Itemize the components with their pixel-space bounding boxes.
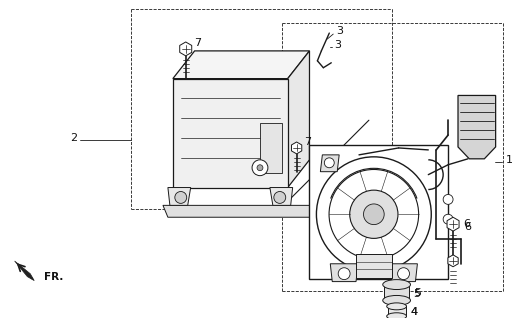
Polygon shape bbox=[270, 188, 293, 205]
Bar bbox=[356, 254, 392, 278]
Ellipse shape bbox=[383, 280, 411, 290]
Circle shape bbox=[350, 190, 398, 238]
Text: 4: 4 bbox=[411, 307, 417, 317]
Text: 2: 2 bbox=[70, 133, 77, 143]
Bar bbox=[388, 306, 406, 316]
Circle shape bbox=[257, 165, 263, 171]
Text: 6: 6 bbox=[464, 222, 471, 232]
Text: 7: 7 bbox=[304, 137, 312, 147]
Circle shape bbox=[274, 191, 286, 204]
Circle shape bbox=[325, 158, 334, 168]
Bar bbox=[384, 284, 410, 300]
Text: 4: 4 bbox=[411, 307, 417, 317]
Polygon shape bbox=[447, 217, 459, 231]
Circle shape bbox=[363, 204, 384, 225]
Polygon shape bbox=[292, 142, 302, 154]
Circle shape bbox=[175, 191, 187, 204]
Polygon shape bbox=[163, 205, 322, 217]
Polygon shape bbox=[320, 155, 339, 172]
Polygon shape bbox=[173, 51, 310, 79]
Text: 7: 7 bbox=[194, 38, 201, 48]
Text: 3: 3 bbox=[334, 40, 341, 50]
Ellipse shape bbox=[383, 295, 411, 305]
Text: 5: 5 bbox=[413, 290, 421, 300]
Ellipse shape bbox=[386, 303, 407, 310]
Polygon shape bbox=[168, 188, 191, 205]
Polygon shape bbox=[448, 255, 458, 267]
Circle shape bbox=[329, 170, 418, 259]
Circle shape bbox=[338, 268, 350, 280]
Circle shape bbox=[316, 157, 431, 272]
Bar bbox=[310, 145, 448, 279]
Text: 6: 6 bbox=[463, 219, 470, 229]
Circle shape bbox=[443, 214, 453, 224]
Polygon shape bbox=[173, 79, 288, 188]
Polygon shape bbox=[288, 51, 310, 188]
Text: 3: 3 bbox=[336, 26, 343, 36]
Circle shape bbox=[398, 268, 410, 280]
Polygon shape bbox=[180, 42, 192, 56]
Bar bbox=[260, 123, 282, 173]
Polygon shape bbox=[458, 95, 496, 159]
Ellipse shape bbox=[386, 313, 407, 320]
Polygon shape bbox=[390, 264, 417, 282]
Circle shape bbox=[443, 195, 453, 204]
Text: 5: 5 bbox=[414, 288, 422, 299]
Circle shape bbox=[252, 160, 268, 176]
Text: 1: 1 bbox=[506, 155, 512, 165]
Polygon shape bbox=[330, 264, 358, 282]
Polygon shape bbox=[14, 261, 34, 281]
Text: FR.: FR. bbox=[44, 272, 63, 282]
